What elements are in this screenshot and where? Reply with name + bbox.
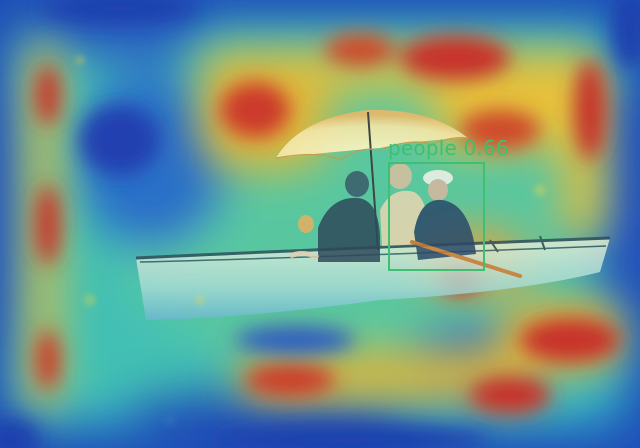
- detection-bounding-box: [388, 162, 485, 271]
- photo-people: [289, 163, 522, 278]
- heatmap-hot-layer: [36, 34, 620, 413]
- heatmap-texture: [75, 55, 606, 426]
- detection-label: people 0.66: [388, 136, 509, 160]
- photo-umbrella: [275, 109, 469, 251]
